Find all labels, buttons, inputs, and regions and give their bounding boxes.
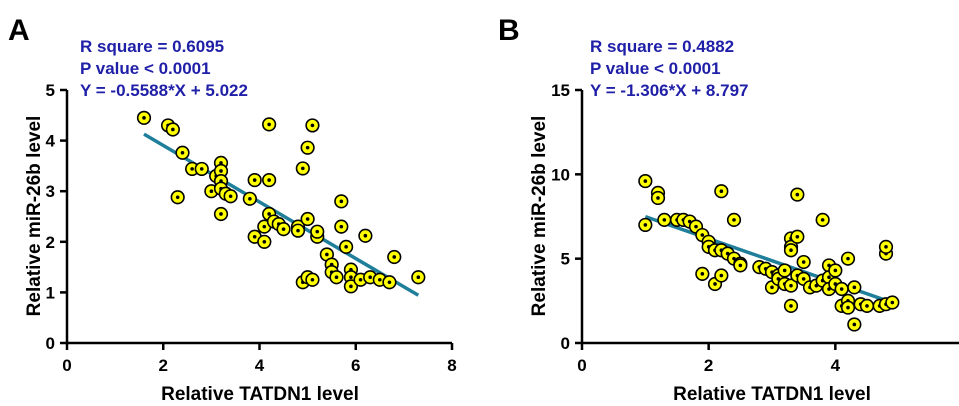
a-y-tick-label: 3 [46, 182, 55, 201]
a-data-point [295, 161, 310, 176]
a-data-point [175, 145, 190, 160]
a-data-point [223, 189, 238, 204]
panel-a-axes: 0 1 2 3 4 5 0 2 4 6 8 [46, 81, 457, 375]
a-data-point [262, 117, 277, 132]
a-data-point [300, 140, 315, 155]
a-data-point [334, 194, 349, 209]
panel-b-points [638, 173, 900, 332]
panel-b-r-square: R square = 0.4882 [590, 37, 734, 56]
b-data-point [783, 298, 799, 313]
panel-b: B R square = 0.4882 P value < 0.0001 Y =… [498, 14, 959, 405]
b-data-point [714, 184, 729, 199]
b-data-point [777, 263, 792, 278]
b-data-point [847, 317, 862, 332]
b-data-point [790, 187, 805, 202]
b-data-point [859, 298, 875, 313]
a-data-point [305, 118, 320, 133]
a-data-point [343, 279, 359, 294]
a-data-point [334, 219, 349, 234]
b-data-point [840, 251, 856, 266]
panel-b-y-title: Relative miR-26b level [529, 116, 550, 317]
a-data-point [213, 206, 229, 222]
panel-a-r-square: R square = 0.6095 [80, 37, 224, 56]
a-x-tick-label: 2 [159, 356, 168, 375]
panel-a-equation: Y = -0.5588*X + 5.022 [80, 81, 248, 100]
b-data-point [796, 254, 811, 270]
a-data-point [305, 272, 320, 287]
panel-a-p-value: P value < 0.0001 [80, 59, 211, 78]
b-y-tick-label: 5 [561, 250, 570, 269]
a-data-point [382, 275, 397, 290]
a-x-tick-label: 6 [351, 356, 360, 375]
a-x-tick-label: 8 [447, 356, 456, 375]
b-x-tick-label: 0 [577, 356, 586, 375]
a-data-point [310, 224, 325, 239]
a-data-point [170, 190, 185, 205]
a-data-point [276, 222, 291, 237]
a-data-point [257, 234, 272, 249]
panel-b-label: B [498, 14, 520, 47]
a-y-tick-label: 2 [46, 233, 55, 252]
a-data-point [372, 272, 387, 287]
b-data-point [695, 266, 710, 281]
panel-a-y-title: Relative miR-26b level [24, 116, 45, 317]
a-data-point [339, 239, 354, 254]
panel-b-equation: Y = -1.306*X + 8.797 [590, 81, 748, 100]
b-data-point [714, 268, 729, 283]
a-data-point [242, 191, 257, 206]
b-data-point [885, 295, 900, 310]
b-data-point [638, 173, 653, 189]
b-data-point [726, 212, 742, 227]
a-data-point [262, 172, 277, 188]
b-data-point [815, 212, 830, 227]
b-data-point [840, 300, 856, 315]
b-data-point [878, 239, 894, 254]
a-y-tick-label: 5 [46, 81, 55, 100]
b-x-tick-label: 4 [831, 356, 841, 375]
a-y-tick-label: 1 [46, 283, 55, 302]
b-data-point [847, 280, 862, 295]
b-data-point [733, 258, 748, 273]
a-y-tick-label: 4 [46, 132, 56, 151]
a-data-point [300, 211, 315, 227]
b-data-point [650, 190, 666, 206]
panel-a: A R square = 0.6095 P value < 0.0001 Y =… [8, 14, 457, 405]
panel-a-fit-line [143, 132, 420, 297]
a-regression-line [143, 132, 420, 297]
panel-b-axes: 0 5 10 15 0 2 4 [551, 81, 959, 375]
a-data-point [387, 249, 402, 265]
a-data-point [194, 161, 209, 177]
panel-b-p-value: P value < 0.0001 [590, 59, 721, 78]
b-data-point [790, 229, 805, 244]
a-data-point [290, 223, 306, 238]
b-data-point [638, 217, 653, 233]
b-data-point [828, 263, 843, 278]
b-data-point [783, 278, 799, 293]
b-data-point [657, 212, 672, 227]
b-data-point [834, 281, 849, 297]
a-x-tick-label: 0 [62, 356, 71, 375]
panel-a-x-title: Relative TATDN1 level [161, 384, 359, 405]
a-data-point [411, 270, 426, 285]
a-data-point [247, 172, 262, 188]
a-data-point [165, 122, 180, 137]
b-x-tick-label: 2 [704, 356, 713, 375]
panel-a-points [136, 110, 426, 294]
b-data-point [783, 243, 799, 258]
panel-a-label: A [8, 14, 30, 47]
a-data-point [358, 228, 373, 243]
a-data-point [329, 270, 344, 285]
a-x-tick-label: 4 [255, 356, 265, 375]
panel-b-x-title: Relative TATDN1 level [673, 384, 871, 405]
b-y-tick-label: 15 [551, 81, 570, 100]
b-y-tick-label: 10 [551, 165, 570, 184]
a-data-point [136, 110, 152, 125]
a-data-point [213, 163, 229, 179]
a-y-tick-label: 0 [46, 334, 55, 353]
b-y-tick-label: 0 [561, 334, 570, 353]
